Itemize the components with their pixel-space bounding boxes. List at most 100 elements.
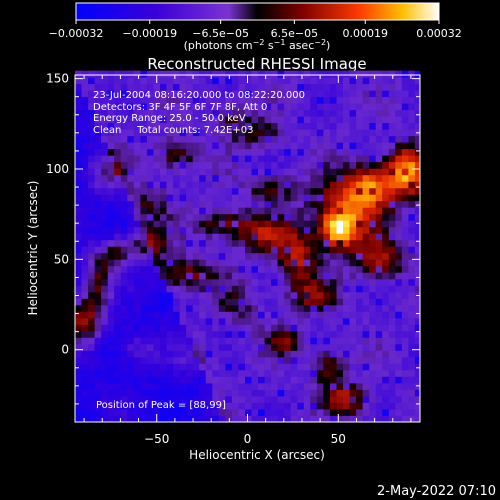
heatmap-cell: [114, 148, 122, 156]
heatmap-cell: [258, 291, 265, 299]
heatmap-cell: [218, 291, 226, 299]
heatmap-cell: [408, 135, 416, 143]
heatmap-cell: [153, 337, 161, 345]
heatmap-cell: [303, 369, 311, 377]
heatmap-cell: [75, 122, 82, 130]
heatmap-cell: [173, 415, 180, 422]
heatmap-cell: [251, 246, 259, 254]
heatmap-cell: [277, 96, 285, 104]
heatmap-cell: [133, 383, 141, 390]
heatmap-cell: [133, 402, 141, 410]
heatmap-cell: [356, 168, 363, 176]
heatmap-cell: [401, 90, 409, 98]
heatmap-cell: [329, 194, 337, 202]
heatmap-cell: [258, 90, 265, 98]
heatmap-cell: [258, 252, 265, 260]
heatmap-cell: [356, 369, 363, 377]
heatmap-cell: [120, 350, 128, 358]
heatmap-cell: [225, 187, 233, 195]
heatmap-cell: [401, 103, 409, 111]
heatmap-cell: [343, 272, 350, 280]
heatmap-cell: [205, 311, 213, 319]
heatmap-cell: [329, 200, 337, 208]
heatmap-cell: [133, 200, 141, 208]
heatmap-cell: [408, 298, 416, 306]
heatmap-cell: [408, 116, 416, 124]
heatmap-cell: [408, 187, 416, 195]
heatmap-cell: [277, 356, 285, 364]
heatmap-cell: [388, 207, 396, 215]
heatmap-cell: [166, 220, 174, 228]
heatmap-cell: [408, 415, 416, 422]
heatmap-cell: [349, 213, 357, 221]
heatmap-cell: [284, 259, 292, 267]
heatmap-cell: [153, 213, 161, 221]
heatmap-cell: [382, 350, 390, 358]
heatmap-cell: [362, 363, 370, 371]
heatmap-cell: [81, 181, 89, 189]
heatmap-cell: [303, 396, 311, 403]
heatmap-cell: [75, 389, 82, 397]
heatmap-cell: [290, 233, 298, 241]
heatmap-cell: [179, 415, 187, 422]
heatmap-cell: [107, 155, 115, 163]
heatmap-cell: [231, 155, 239, 163]
heatmap-cell: [127, 350, 135, 358]
heatmap-cell: [310, 220, 318, 228]
heatmap-cell: [343, 200, 350, 208]
heatmap-cell: [133, 246, 141, 254]
heatmap-cell: [127, 304, 135, 312]
heatmap-cell: [231, 324, 239, 332]
heatmap-cell: [94, 330, 102, 338]
heatmap-cell: [408, 311, 416, 319]
heatmap-cell: [290, 343, 298, 351]
heatmap-cell: [408, 376, 416, 384]
heatmap-cell: [336, 285, 344, 293]
heatmap-cell: [238, 239, 246, 247]
heatmap-cell: [258, 356, 265, 364]
heatmap-cell: [303, 90, 311, 98]
heatmap-cell: [382, 402, 390, 410]
heatmap-cell: [186, 96, 193, 104]
heatmap-cell: [212, 415, 220, 422]
heatmap-cell: [362, 298, 370, 306]
heatmap-cell: [284, 187, 292, 195]
heatmap-cell: [303, 285, 311, 293]
heatmap-cell: [323, 161, 331, 169]
heatmap-cell: [395, 369, 403, 377]
heatmap-cell: [264, 298, 272, 306]
heatmap-cell: [369, 363, 377, 371]
heatmap-cell: [146, 226, 154, 234]
heatmap-cell: [153, 317, 161, 325]
heatmap-cell: [101, 187, 108, 195]
heatmap-cell: [127, 396, 135, 403]
heatmap-cell: [271, 317, 278, 325]
heatmap-cell: [75, 376, 82, 384]
heatmap-cell: [238, 317, 246, 325]
heatmap-cell: [414, 402, 420, 410]
heatmap-cell: [192, 369, 200, 377]
heatmap-cell: [356, 376, 363, 384]
heatmap-cell: [375, 337, 383, 345]
heatmap-cell: [94, 83, 102, 91]
heatmap-cell: [218, 194, 226, 202]
heatmap-cell: [186, 285, 193, 293]
heatmap-cell: [101, 337, 108, 345]
heatmap-cell: [401, 155, 409, 163]
heatmap-cell: [88, 415, 95, 422]
heatmap-cell: [225, 376, 233, 384]
heatmap-cell: [101, 194, 108, 202]
heatmap-cell: [238, 226, 246, 234]
heatmap-cell: [146, 83, 154, 91]
heatmap-cell: [303, 363, 311, 371]
heatmap-cell: [362, 409, 370, 416]
heatmap-cell: [238, 207, 246, 215]
heatmap-cell: [382, 330, 390, 338]
heatmap-cell: [362, 181, 370, 189]
heatmap-cell: [297, 272, 305, 280]
heatmap-cell: [160, 148, 167, 156]
colorbar-tick-label: 6.5e−05: [271, 27, 318, 40]
heatmap-cell: [290, 155, 298, 163]
heatmap-cell: [369, 337, 377, 345]
heatmap-cell: [114, 122, 122, 130]
